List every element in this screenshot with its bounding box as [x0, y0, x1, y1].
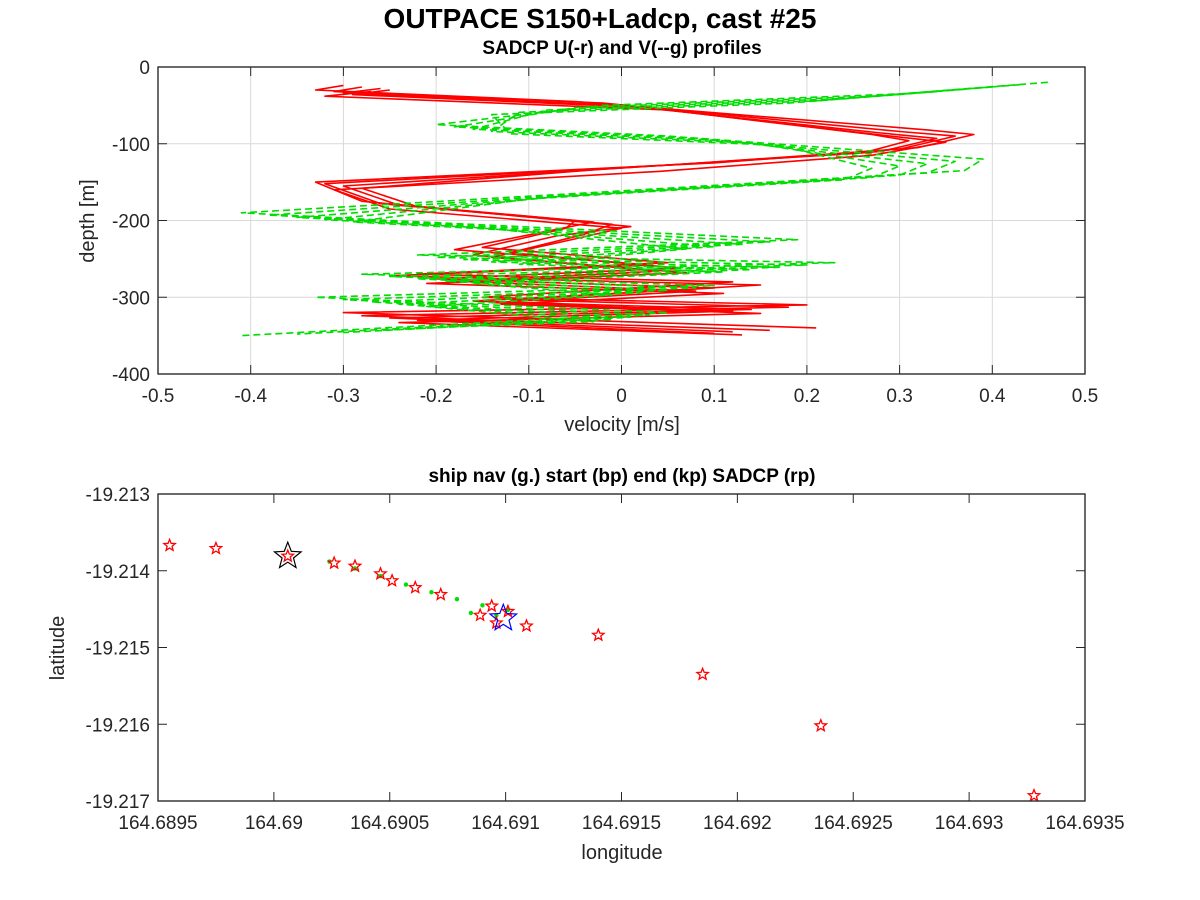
nav-x-tick-label: 164.6895: [118, 813, 197, 834]
start-point-marker: [488, 602, 519, 632]
profile-x-tick-label: -0.1: [512, 386, 545, 407]
nav-x-label: longitude: [581, 842, 662, 864]
sadcp-point: [347, 558, 363, 573]
sadcp-point: [326, 555, 342, 570]
nav-plot-area: [157, 493, 1086, 802]
profile-series: [240, 81, 1048, 337]
sadcp-point: [433, 586, 449, 601]
profile-line-v: [351, 90, 937, 329]
nav-x-tick-label: 164.6915: [582, 813, 661, 834]
profile-x-tick-label: -0.5: [142, 386, 175, 407]
ship-nav-point: [403, 582, 409, 587]
ship-nav-point: [454, 596, 460, 602]
nav-ticks: 164.6895 164.69 164.6905 164.691 164.6915 164…: [86, 485, 1125, 834]
sadcp-point: [695, 666, 711, 681]
figure-title: OUTPACE S150+Ladcp, cast #25: [384, 3, 817, 34]
profile-x-tick-label: 0.1: [701, 386, 727, 407]
sadcp-point: [1026, 787, 1042, 802]
profile-y-tick-label: -300: [112, 288, 150, 309]
profile-x-tick-label: -0.2: [420, 386, 453, 407]
nav-x-tick-label: 164.69: [245, 813, 303, 834]
profile-grid: [158, 67, 1085, 374]
nav-x-tick-label: 164.6925: [814, 813, 893, 834]
ship-nav-point: [468, 610, 474, 616]
nav-x-tick-label: 164.6935: [1045, 813, 1124, 834]
profile-y-tick-label: -400: [112, 365, 150, 386]
nav-x-tick-label: 164.692: [703, 813, 772, 834]
nav-y-tick-label: -19.215: [86, 639, 150, 660]
nav-x-tick-label: 164.691: [471, 813, 540, 834]
nav-y-tick-label: -19.213: [86, 485, 150, 506]
nav-y-tick-label: -19.217: [86, 792, 150, 813]
nav-x-tick-label: 164.6905: [350, 813, 429, 834]
sadcp-point: [519, 618, 534, 633]
profile-ticks: -0.5 -0.4 -0.3 -0.2 -0.1 0 0.1 0.2 0.3 0.4 0.5 0 -10…: [112, 58, 1098, 407]
nav-plot-title: ship nav (g.) start (bp) end (kp) SADCP …: [428, 466, 815, 487]
ship-nav-plot: ship nav (g.) start (bp) end (kp) SADCP …: [47, 466, 1125, 864]
sadcp-point: [813, 718, 829, 733]
sadcp-point: [384, 572, 400, 588]
profile-x-tick-label: 0.5: [1072, 386, 1098, 407]
sadcp-point: [590, 627, 606, 642]
profile-x-tick-label: 0.3: [886, 386, 912, 407]
profile-plot-frame: [157, 66, 1086, 375]
profile-x-tick-label: -0.3: [327, 386, 360, 407]
profile-line-u: [324, 90, 947, 336]
nav-series: [162, 537, 1042, 802]
sadcp-point: [484, 598, 500, 613]
profile-x-tick-label: 0: [616, 386, 627, 407]
nav-y-label: latitude: [47, 616, 69, 681]
nav-y-tick-label: -19.214: [86, 562, 151, 583]
velocity-profile-plot: SADCP U(-r) and V(--g) profiles -0.5 -0.4…: [77, 38, 1098, 436]
profile-x-tick-label: 0.2: [794, 386, 820, 407]
profile-y-label: depth [m]: [77, 179, 99, 262]
ship-nav-point: [429, 590, 434, 595]
sadcp-point: [407, 579, 423, 594]
sadcp-point: [280, 548, 296, 563]
profile-x-label: velocity [m/s]: [564, 414, 680, 436]
sadcp-point: [162, 537, 177, 552]
sadcp-point: [208, 540, 224, 555]
profile-y-tick-label: -100: [112, 135, 150, 156]
nav-plot-frame: [157, 493, 1086, 802]
profile-plot-title: SADCP U(-r) and V(--g) profiles: [482, 38, 761, 59]
profile-x-tick-label: -0.4: [234, 386, 267, 407]
nav-x-tick-label: 164.693: [935, 813, 1004, 834]
sadcp-point: [472, 607, 488, 622]
end-point-marker: [272, 540, 303, 569]
profile-x-tick-label: 0.4: [979, 386, 1006, 407]
profile-y-tick-label: -200: [112, 212, 150, 233]
profile-line-v: [296, 86, 993, 334]
ship-nav-point: [480, 603, 485, 608]
profile-line-v: [240, 81, 1048, 337]
profile-y-tick-label: 0: [139, 58, 150, 79]
nav-y-tick-label: -19.216: [86, 715, 150, 736]
sadcp-point: [373, 566, 388, 581]
